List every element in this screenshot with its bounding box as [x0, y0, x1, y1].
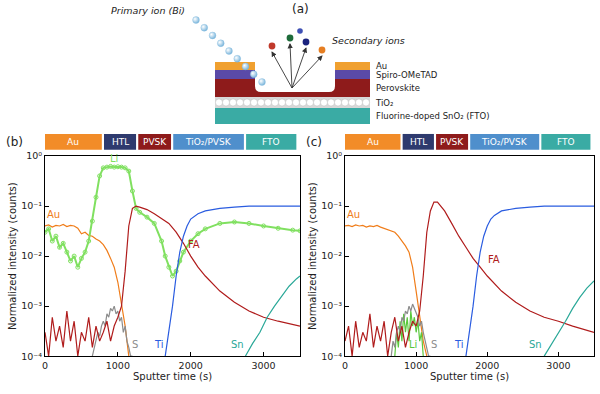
svg-text:Sn: Sn	[231, 339, 244, 350]
svg-text:10⁰: 10⁰	[26, 150, 42, 161]
svg-text:FA: FA	[488, 254, 500, 265]
svg-text:Fluorine-doped SnO₂ (FTO): Fluorine-doped SnO₂ (FTO)	[376, 111, 490, 121]
svg-text:Au: Au	[47, 209, 60, 220]
svg-text:10⁻³: 10⁻³	[321, 300, 342, 311]
svg-text:10⁻⁴: 10⁻⁴	[321, 350, 342, 361]
svg-text:Primary ion (Bi): Primary ion (Bi)	[111, 5, 185, 16]
svg-text:Normalized intensity (counts): Normalized intensity (counts)	[307, 182, 318, 330]
svg-text:TiO₂: TiO₂	[375, 98, 393, 108]
svg-text:(a): (a)	[292, 2, 309, 16]
svg-text:3000: 3000	[546, 360, 570, 371]
svg-text:Li: Li	[409, 339, 417, 350]
svg-text:1000: 1000	[404, 360, 428, 371]
svg-text:10⁻²: 10⁻²	[21, 250, 42, 261]
svg-text:Sputter time (s): Sputter time (s)	[133, 371, 212, 382]
svg-text:Normalized intensity (counts): Normalized intensity (counts)	[7, 182, 18, 330]
svg-text:Au: Au	[367, 137, 379, 147]
svg-text:Au: Au	[376, 61, 387, 71]
svg-text:Secondary ions: Secondary ions	[332, 35, 405, 46]
svg-text:HTL: HTL	[112, 137, 129, 147]
svg-text:1000: 1000	[106, 360, 130, 371]
svg-text:2000: 2000	[179, 360, 203, 371]
svg-text:FA: FA	[188, 239, 200, 250]
svg-text:0: 0	[342, 360, 348, 371]
svg-text:Ti: Ti	[154, 339, 164, 350]
svg-text:3000: 3000	[251, 360, 275, 371]
svg-text:10⁻²: 10⁻²	[321, 250, 342, 261]
svg-text:TiO₂/PVSK: TiO₂/PVSK	[185, 137, 232, 147]
svg-text:Perovskite: Perovskite	[376, 83, 420, 93]
svg-text:Au: Au	[67, 137, 79, 147]
svg-text:Sputter time (s): Sputter time (s)	[430, 371, 509, 382]
svg-text:Sn: Sn	[529, 339, 542, 350]
svg-text:Li: Li	[110, 153, 118, 164]
svg-text:10⁻¹: 10⁻¹	[21, 200, 42, 211]
svg-text:Spiro-OMeTAD: Spiro-OMeTAD	[376, 70, 438, 80]
svg-text:0: 0	[42, 360, 48, 371]
svg-text:2000: 2000	[475, 360, 499, 371]
svg-text:Au: Au	[347, 209, 360, 220]
svg-text:S: S	[431, 339, 437, 350]
svg-text:HTL: HTL	[410, 137, 427, 147]
svg-text:PVSK: PVSK	[143, 137, 167, 147]
svg-text:PVSK: PVSK	[440, 137, 464, 147]
svg-text:S: S	[132, 339, 138, 350]
svg-text:TiO₂/PVSK: TiO₂/PVSK	[481, 137, 528, 147]
svg-text:10⁻⁴: 10⁻⁴	[21, 350, 42, 361]
svg-text:Ti: Ti	[454, 339, 464, 350]
svg-text:10⁻¹: 10⁻¹	[321, 200, 342, 211]
svg-text:FTO: FTO	[557, 137, 575, 147]
svg-text:(c): (c)	[306, 135, 322, 149]
svg-text:(b): (b)	[6, 135, 23, 149]
svg-text:10⁰: 10⁰	[326, 150, 342, 161]
svg-text:FTO: FTO	[262, 137, 280, 147]
svg-text:10⁻³: 10⁻³	[21, 300, 42, 311]
